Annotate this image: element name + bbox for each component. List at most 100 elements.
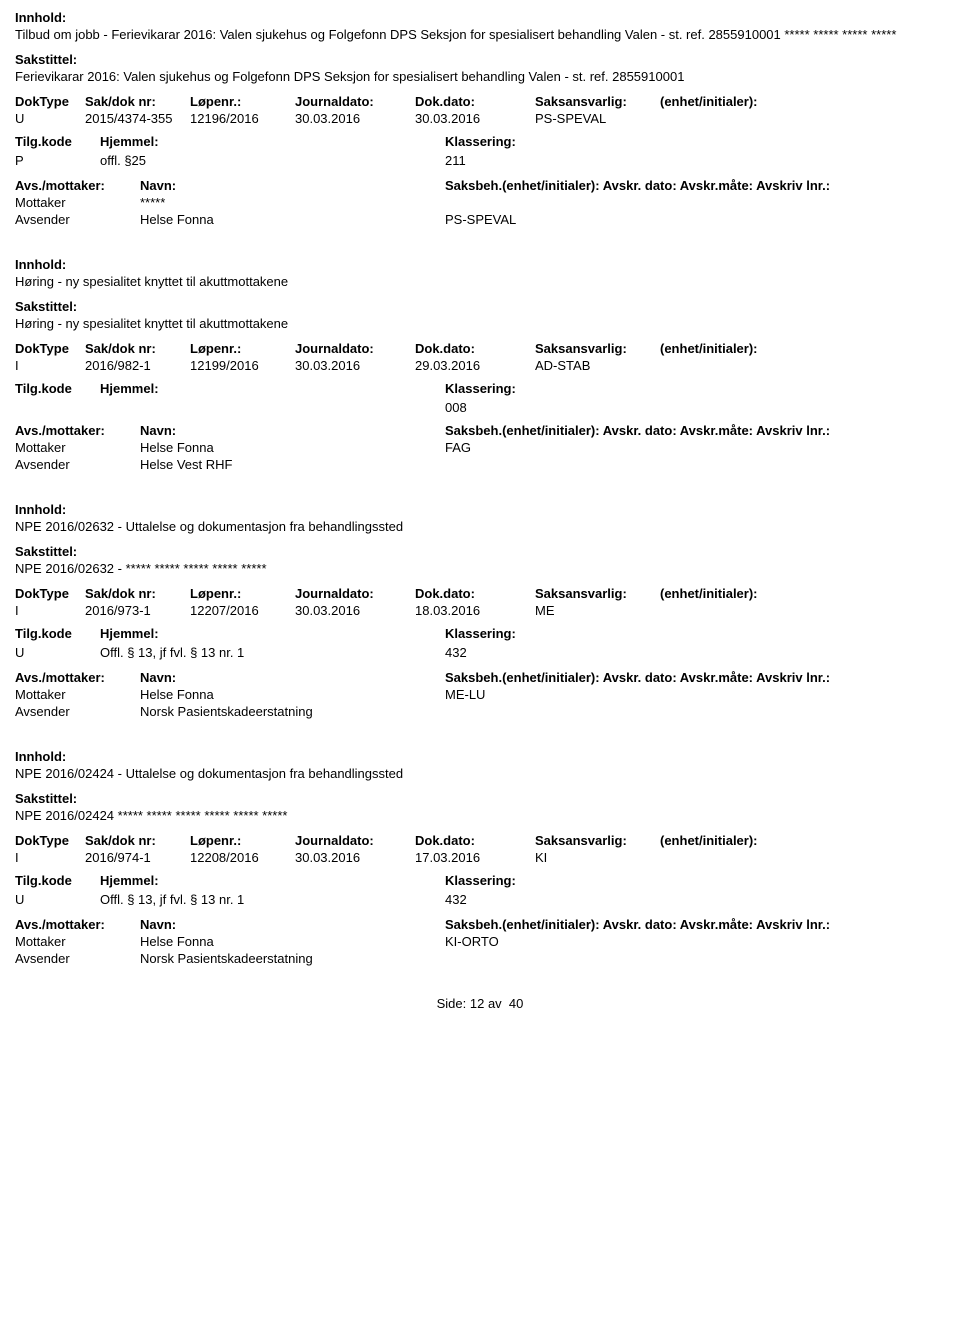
innhold-label: Innhold:	[15, 10, 945, 25]
klassering-value: 432	[445, 645, 467, 662]
klassering-header: Klassering:	[445, 873, 645, 890]
sakstittel-text: NPE 2016/02424 ***** ***** ***** ***** *…	[15, 808, 945, 823]
lopenr-value: 12208/2016	[190, 850, 295, 865]
saksansvarlig-value: KI	[535, 850, 660, 865]
dokdato-header: Dok.dato:	[415, 586, 535, 601]
doktype-header: DokType	[15, 586, 85, 601]
sakdok-header: Sak/dok nr:	[85, 94, 190, 109]
party-role: Mottaker	[15, 934, 140, 949]
sakdok-value: 2016/973-1	[85, 603, 190, 618]
navn-header: Navn:	[140, 670, 445, 685]
hjemmel-value: Offl. § 13, jf fvl. § 13 nr. 1	[100, 645, 445, 660]
enhet-value	[660, 111, 810, 126]
dokdato-value: 18.03.2016	[415, 603, 535, 618]
avsmottaker-header: Avs./mottaker:	[15, 178, 140, 193]
tilgkode-value: P	[15, 153, 100, 168]
journaldato-value: 30.03.2016	[295, 850, 415, 865]
navn-header: Navn:	[140, 423, 445, 438]
innhold-text: NPE 2016/02632 - Uttalelse og dokumentas…	[15, 519, 945, 534]
dokdato-header: Dok.dato:	[415, 94, 535, 109]
doktype-value: I	[15, 603, 85, 618]
lopenr-value: 12196/2016	[190, 111, 295, 126]
party-name: Helse Fonna	[140, 440, 445, 455]
hjemmel-header: Hjemmel:	[100, 134, 445, 149]
lopenr-header: Løpenr.:	[190, 833, 295, 848]
enhet-value	[660, 358, 810, 373]
journaldato-value: 30.03.2016	[295, 358, 415, 373]
doktype-value: U	[15, 111, 85, 126]
sakdok-value: 2016/974-1	[85, 850, 190, 865]
journaldato-value: 30.03.2016	[295, 603, 415, 618]
lopenr-header: Løpenr.:	[190, 341, 295, 356]
saksansvarlig-value: ME	[535, 603, 660, 618]
lopenr-header: Løpenr.:	[190, 94, 295, 109]
hjemmel-header: Hjemmel:	[100, 873, 445, 888]
av-label: av	[488, 996, 502, 1011]
innhold-text: NPE 2016/02424 - Uttalelse og dokumentas…	[15, 766, 945, 781]
lopenr-header: Løpenr.:	[190, 586, 295, 601]
navn-header: Navn:	[140, 178, 445, 193]
enhet-header: (enhet/initialer):	[660, 833, 810, 848]
sakdok-header: Sak/dok nr:	[85, 586, 190, 601]
sakstittel-text: Høring - ny spesialitet knyttet til akut…	[15, 316, 945, 331]
klassering-header: Klassering:	[445, 381, 645, 398]
avsmottaker-header: Avs./mottaker:	[15, 670, 140, 685]
party-name: Norsk Pasientskadeerstatning	[140, 951, 445, 966]
side-label: Side:	[437, 996, 467, 1011]
saksbeh-header: Saksbeh.(enhet/initialer): Avskr. dato: …	[445, 178, 830, 193]
party-role: Mottaker	[15, 687, 140, 702]
journaldato-header: Journaldato:	[295, 833, 415, 848]
innhold-label: Innhold:	[15, 257, 945, 272]
party-saksbeh: FAG	[445, 440, 471, 455]
saksbeh-header: Saksbeh.(enhet/initialer): Avskr. dato: …	[445, 917, 830, 932]
party-name: Helse Fonna	[140, 212, 445, 227]
navn-header: Navn:	[140, 917, 445, 932]
party-role: Avsender	[15, 457, 140, 472]
journal-entry: Innhold: Høring - ny spesialitet knyttet…	[15, 257, 945, 472]
innhold-text: Tilbud om jobb - Ferievikarar 2016: Vale…	[15, 27, 945, 42]
party-role: Avsender	[15, 951, 140, 966]
hjemmel-header: Hjemmel:	[100, 626, 445, 641]
tilgkode-value: U	[15, 645, 100, 660]
sakdok-value: 2015/4374-355	[85, 111, 190, 126]
lopenr-value: 12207/2016	[190, 603, 295, 618]
journaldato-header: Journaldato:	[295, 94, 415, 109]
party-name: Helse Fonna	[140, 934, 445, 949]
hjemmel-header: Hjemmel:	[100, 381, 445, 396]
enhet-header: (enhet/initialer):	[660, 586, 810, 601]
hjemmel-value: offl. §25	[100, 153, 445, 168]
page-number: 12	[470, 996, 484, 1011]
saksansvarlig-header: Saksansvarlig:	[535, 586, 660, 601]
enhet-value	[660, 850, 810, 865]
doktype-value: I	[15, 850, 85, 865]
saksansvarlig-header: Saksansvarlig:	[535, 94, 660, 109]
enhet-value	[660, 603, 810, 618]
innhold-text: Høring - ny spesialitet knyttet til akut…	[15, 274, 945, 289]
tilgkode-header: Tilg.kode	[15, 873, 100, 888]
party-name: Norsk Pasientskadeerstatning	[140, 704, 445, 719]
tilgkode-header: Tilg.kode	[15, 381, 100, 396]
saksansvarlig-value: PS-SPEVAL	[535, 111, 660, 126]
sakstittel-label: Sakstittel:	[15, 52, 945, 67]
party-name: Helse Fonna	[140, 687, 445, 702]
klassering-header: Klassering:	[445, 134, 645, 151]
saksansvarlig-header: Saksansvarlig:	[535, 341, 660, 356]
saksansvarlig-header: Saksansvarlig:	[535, 833, 660, 848]
sakstittel-label: Sakstittel:	[15, 544, 945, 559]
klassering-header: Klassering:	[445, 626, 645, 643]
party-saksbeh: KI-ORTO	[445, 934, 499, 949]
tilgkode-header: Tilg.kode	[15, 626, 100, 641]
saksbeh-header: Saksbeh.(enhet/initialer): Avskr. dato: …	[445, 423, 830, 438]
klassering-value: 008	[445, 400, 467, 415]
dokdato-header: Dok.dato:	[415, 341, 535, 356]
innhold-label: Innhold:	[15, 749, 945, 764]
doktype-header: DokType	[15, 833, 85, 848]
journal-entry: Innhold: Tilbud om jobb - Ferievikarar 2…	[15, 10, 945, 227]
doktype-value: I	[15, 358, 85, 373]
journaldato-header: Journaldato:	[295, 341, 415, 356]
party-saksbeh: PS-SPEVAL	[445, 212, 516, 227]
sakdok-value: 2016/982-1	[85, 358, 190, 373]
journaldato-header: Journaldato:	[295, 586, 415, 601]
party-role: Avsender	[15, 704, 140, 719]
page-footer: Side: 12 av 40	[15, 996, 945, 1011]
